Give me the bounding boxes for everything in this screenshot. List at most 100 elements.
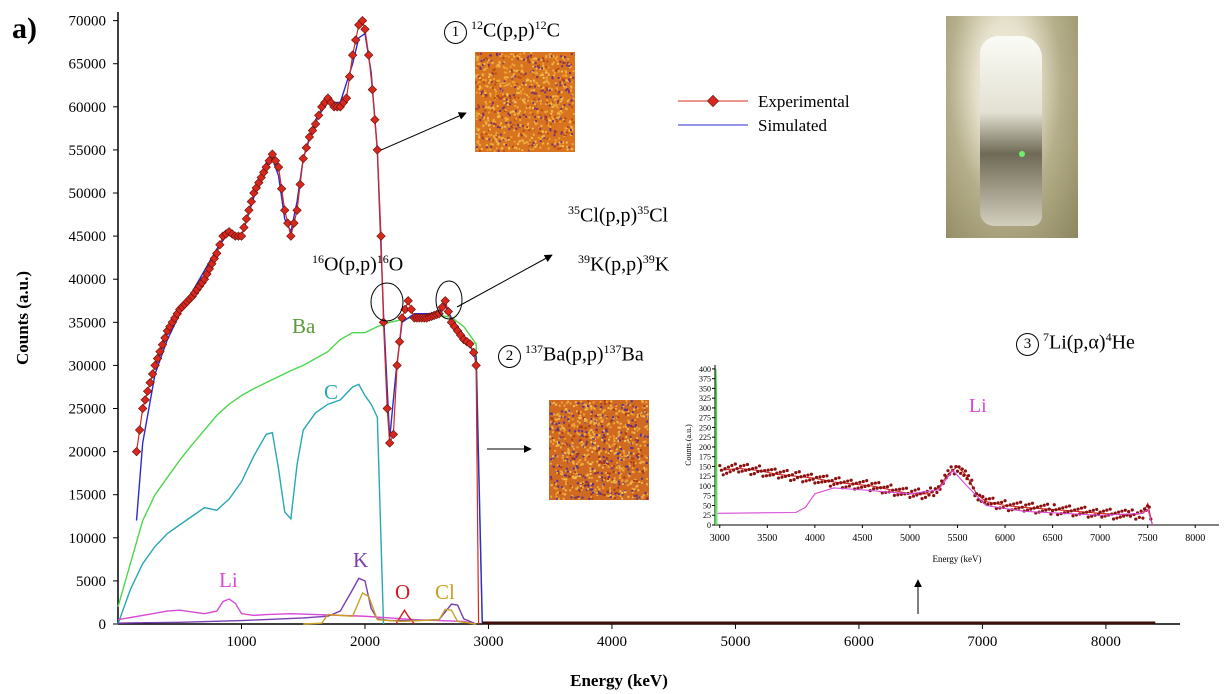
map-pixel — [505, 71, 508, 74]
inset-experimental-point — [1100, 515, 1104, 519]
map-pixel — [542, 65, 545, 67]
map-pixel — [568, 424, 571, 427]
map-pixel — [617, 426, 620, 429]
map-pixel — [631, 419, 634, 422]
map-pixel — [554, 57, 557, 60]
map-pixel — [556, 479, 559, 482]
map-pixel — [586, 408, 589, 411]
map-pixel — [641, 401, 644, 404]
map-pixel — [533, 107, 536, 110]
map-pixel — [516, 56, 519, 59]
map-pixel — [549, 476, 552, 479]
inset-experimental-point — [806, 473, 810, 477]
map-pixel — [547, 89, 550, 92]
inset-experimental-point — [1111, 517, 1116, 521]
map-pixel — [526, 56, 529, 59]
map-pixel — [617, 416, 620, 419]
map-pixel — [575, 451, 578, 454]
map-pixel — [556, 455, 559, 458]
map-pixel — [542, 81, 545, 84]
map-pixel — [559, 491, 561, 494]
x-tick-label: 7000 — [967, 634, 997, 650]
map-pixel — [552, 61, 555, 64]
map-pixel — [508, 70, 511, 73]
map-pixel — [632, 441, 635, 444]
map-pixel — [577, 452, 580, 455]
map-pixel — [545, 122, 548, 125]
map-pixel — [605, 417, 608, 420]
map-pixel — [518, 56, 521, 59]
map-pixel — [635, 441, 638, 444]
experimental-point — [367, 84, 378, 95]
inset-experimental-point — [966, 473, 971, 478]
map-pixel — [601, 438, 603, 441]
map-pixel — [515, 127, 518, 130]
map-pixel — [564, 489, 567, 492]
map-pixel — [565, 480, 568, 483]
map-pixel — [570, 86, 573, 89]
series-line-c — [117, 383, 385, 625]
map-pixel — [557, 100, 559, 103]
inset-experimental-point — [1079, 506, 1084, 510]
inset-experimental-point — [804, 479, 808, 483]
map-pixel — [587, 400, 590, 403]
circle-number-2: 2 — [498, 344, 521, 368]
inset-experimental-point — [856, 486, 860, 490]
map-pixel — [585, 454, 588, 457]
map-pixel — [591, 451, 594, 453]
map-pixel — [582, 405, 585, 408]
inset-experimental-point — [901, 487, 905, 491]
inset-experimental-point — [771, 473, 775, 477]
map-pixel — [608, 445, 611, 448]
inset-x-tick-label: 6000 — [995, 533, 1015, 544]
map-pixel — [540, 109, 543, 112]
map-pixel — [479, 78, 482, 81]
map-pixel — [561, 424, 564, 427]
map-pixel — [478, 144, 481, 147]
inset-experimental-point — [873, 481, 877, 485]
map-pixel — [622, 411, 625, 414]
map-pixel — [517, 134, 520, 137]
map-pixel — [539, 146, 542, 149]
map-pixel — [537, 136, 540, 139]
map-pixel — [579, 482, 582, 485]
map-pixel — [495, 90, 497, 93]
map-pixel — [644, 455, 647, 458]
map-pixel — [549, 129, 552, 132]
map-pixel — [628, 475, 631, 478]
map-pixel — [523, 101, 526, 104]
map-pixel — [563, 474, 566, 477]
map-pixel — [532, 79, 535, 82]
map-pixel — [628, 464, 631, 467]
map-pixel — [585, 443, 588, 446]
map-pixel — [566, 146, 569, 149]
map-pixel — [496, 94, 499, 97]
experimental-point — [236, 231, 247, 241]
map-pixel — [563, 458, 566, 461]
map-pixel — [531, 113, 534, 116]
sample-photo — [946, 16, 1078, 238]
map-pixel — [475, 117, 478, 120]
map-pixel — [562, 415, 564, 418]
map-pixel — [589, 467, 592, 470]
map-pixel — [558, 141, 561, 144]
map-pixel — [571, 476, 574, 479]
map-pixel — [515, 53, 518, 56]
map-pixel — [503, 102, 506, 104]
inset-experimental-point — [740, 469, 744, 473]
map-pixel — [540, 58, 543, 61]
map-pixel — [505, 139, 508, 142]
map-pixel — [588, 433, 591, 436]
oxygen-reaction-label: 16O(p,p)16O — [312, 252, 404, 276]
map-pixel — [582, 434, 585, 437]
inset-experimental-point — [1084, 510, 1089, 514]
map-pixel — [532, 69, 535, 72]
map-pixel — [512, 145, 514, 148]
inset-experimental-point — [1134, 517, 1138, 521]
map-pixel — [626, 484, 629, 487]
experimental-point — [376, 231, 386, 241]
inset-experimental-point — [730, 463, 734, 468]
experimental-point — [239, 222, 249, 233]
map-pixel — [594, 438, 596, 441]
map-pixel — [480, 92, 483, 95]
